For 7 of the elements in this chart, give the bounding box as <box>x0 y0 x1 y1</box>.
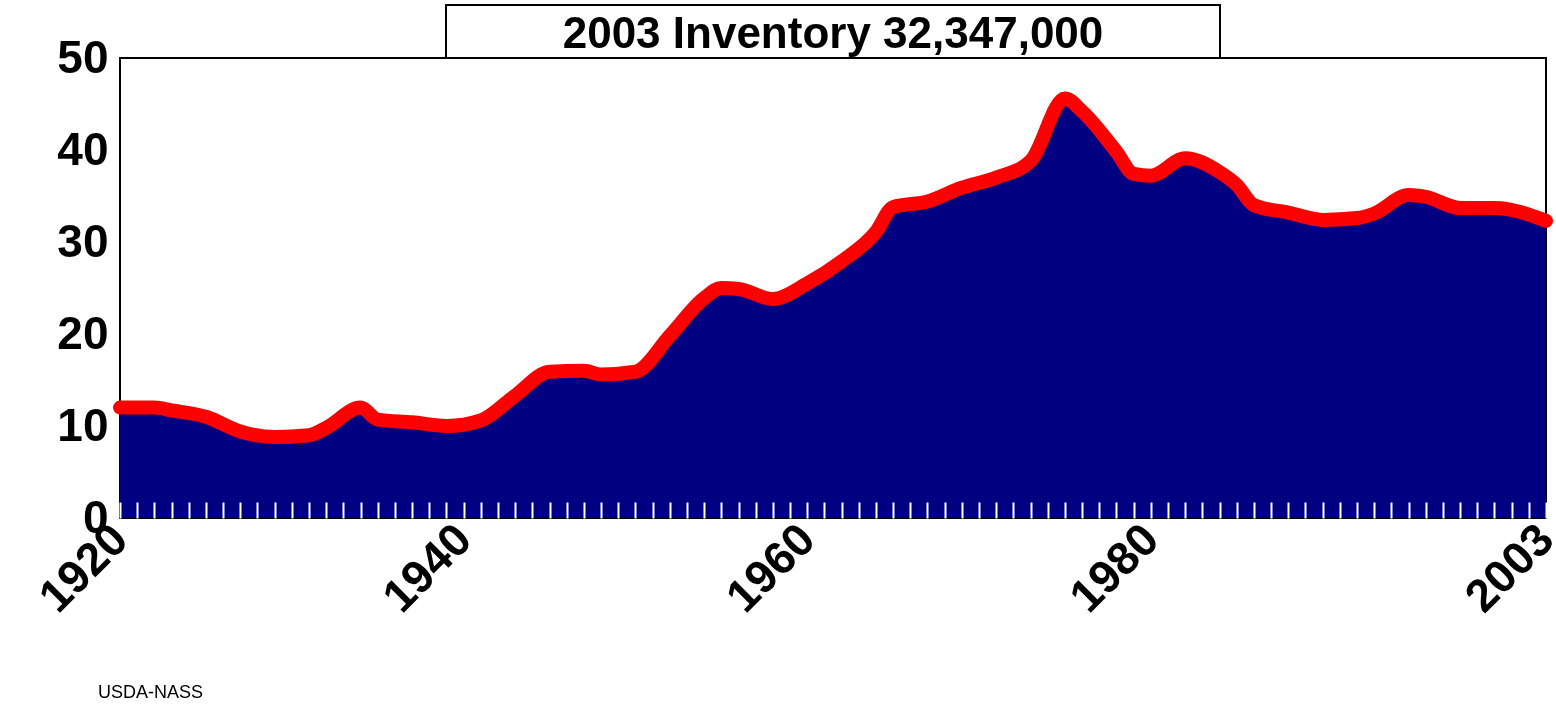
y-tick-label: 50 <box>57 30 109 83</box>
y-tick-label: 10 <box>57 398 109 451</box>
text: USDA-NASS <box>98 682 204 703</box>
y-tick-label: 40 <box>57 122 109 175</box>
y-tick-label: 30 <box>57 214 109 267</box>
y-tick-label: 20 <box>57 306 109 359</box>
title-box: 2003 Inventory 32,347,000 <box>445 4 1221 58</box>
